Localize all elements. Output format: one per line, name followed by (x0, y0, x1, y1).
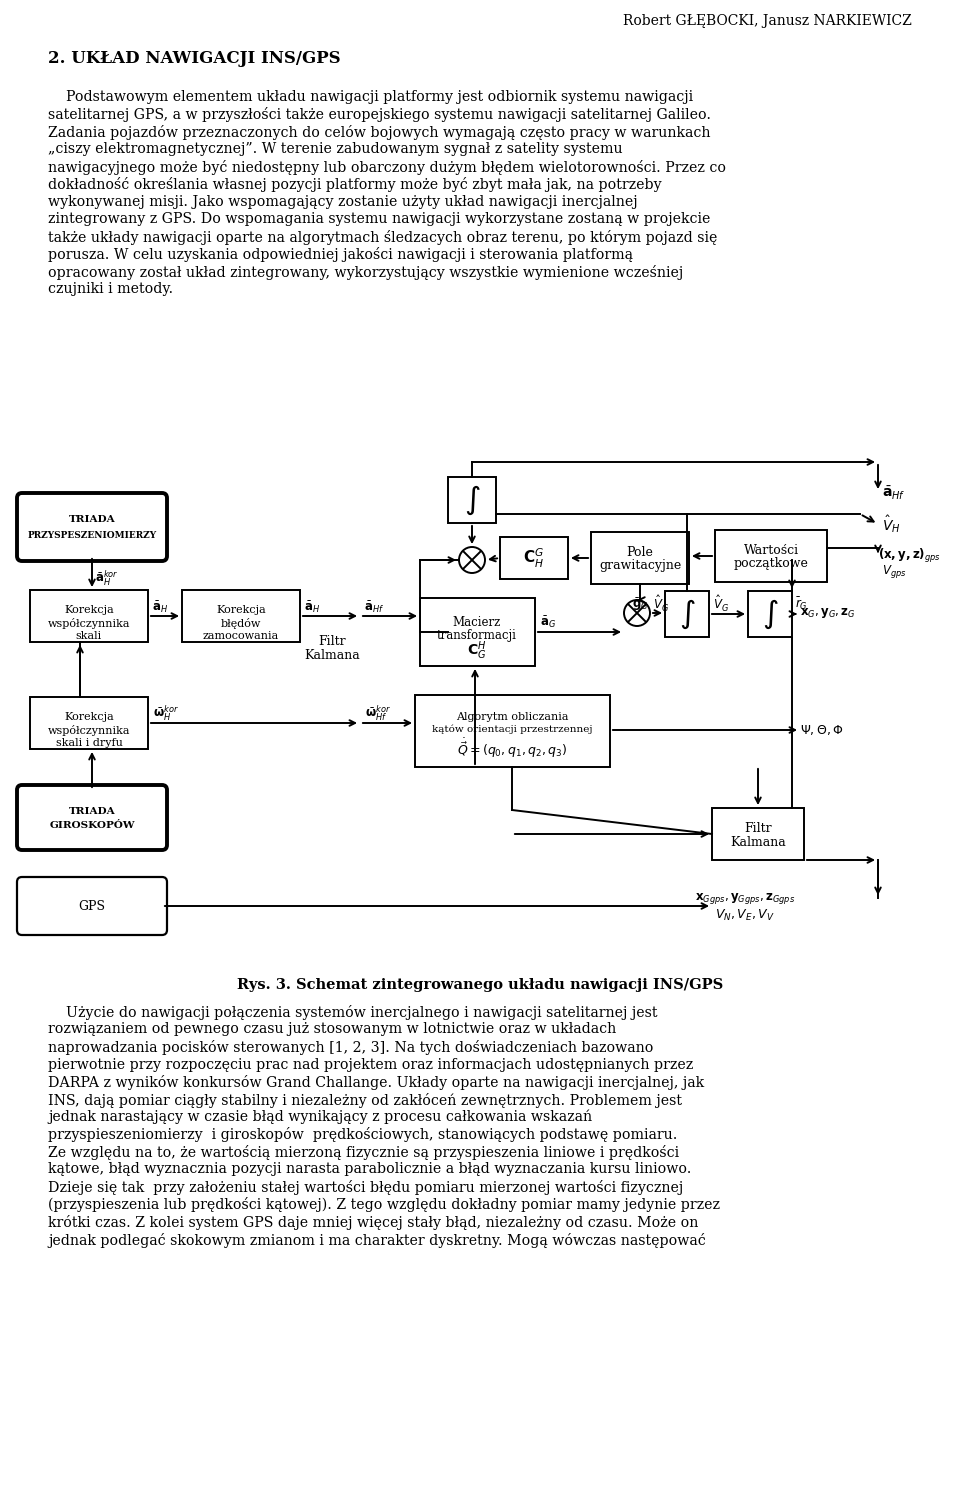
FancyBboxPatch shape (17, 492, 167, 561)
Text: Ze względu na to, że wartością mierzoną fizycznie są przyspieszenia liniowe i pr: Ze względu na to, że wartością mierzoną … (48, 1145, 679, 1160)
Bar (500, 537, 568, 579)
Text: początkowe: początkowe (733, 557, 808, 570)
Text: $\bar{\mathbf{g}}_G$: $\bar{\mathbf{g}}_G$ (632, 597, 648, 614)
Text: $\hat{V}_G$: $\hat{V}_G$ (713, 594, 730, 614)
Text: Kalmana: Kalmana (304, 648, 360, 662)
Text: skali i dryfu: skali i dryfu (56, 738, 123, 747)
Text: $\bar{\mathbf{a}}_H$: $\bar{\mathbf{a}}_H$ (304, 599, 320, 615)
Text: skali: skali (76, 630, 102, 641)
Text: 2. UKŁAD NAWIGACJI INS/GPS: 2. UKŁAD NAWIGACJI INS/GPS (48, 50, 341, 68)
Bar (448, 477, 496, 522)
Text: pierwotnie przy rozpoczęciu prac nad projektem oraz informacjach udostępnianych : pierwotnie przy rozpoczęciu prac nad pro… (48, 1058, 693, 1072)
Text: TRIADA: TRIADA (69, 515, 115, 524)
Bar (712, 808, 804, 860)
Text: porusza. W celu uzyskania odpowiedniej jakości nawigacji i sterowania platformą: porusza. W celu uzyskania odpowiedniej j… (48, 248, 633, 263)
Bar (182, 590, 300, 642)
Text: opracowany został układ zintegrowany, wykorzystujący wszystkie wymienione wcześn: opracowany został układ zintegrowany, wy… (48, 266, 684, 281)
Text: PRZYSPESZENIOMIERZY: PRZYSPESZENIOMIERZY (28, 530, 156, 539)
Text: przyspieszeniomierzy  i giroskopów  prędkościowych, stanowiących podstawę pomiar: przyspieszeniomierzy i giroskopów prędko… (48, 1127, 678, 1142)
Text: Korekcja: Korekcja (216, 605, 266, 615)
Text: krótki czas. Z kolei system GPS daje mniej więcej stały błąd, niezależny od czas: krótki czas. Z kolei system GPS daje mni… (48, 1214, 698, 1229)
Text: Algorytm obliczania: Algorytm obliczania (456, 711, 568, 722)
Text: $\Psi,\Theta,\Phi$: $\Psi,\Theta,\Phi$ (800, 723, 844, 737)
Text: $\bar{\mathbf{\omega}}^{kor}_H$: $\bar{\mathbf{\omega}}^{kor}_H$ (153, 704, 179, 722)
Text: nawigacyjnego może być niedostępny lub obarczony dużym błędem wielotorowności. P: nawigacyjnego może być niedostępny lub o… (48, 161, 726, 176)
Text: DARPA z wyników konkursów Grand Challange. Układy oparte na nawigacji inercjalne: DARPA z wyników konkursów Grand Challang… (48, 1075, 704, 1090)
Text: Filtr: Filtr (318, 635, 346, 648)
Text: zintegrowany z GPS. Do wspomagania systemu nawigacji wykorzystane zostaną w proj: zintegrowany z GPS. Do wspomagania syste… (48, 213, 710, 227)
Text: zamocowania: zamocowania (203, 630, 279, 641)
Text: $\bar{\mathbf{a}}^{kor}_H$: $\bar{\mathbf{a}}^{kor}_H$ (95, 569, 119, 588)
Text: wykonywanej misji. Jako wspomagający zostanie użyty układ nawigacji inercjalnej: wykonywanej misji. Jako wspomagający zos… (48, 195, 637, 209)
Text: INS, dają pomiar ciągły stabilny i niezależny od zakłóceń zewnętrznych. Probleme: INS, dają pomiar ciągły stabilny i nieza… (48, 1093, 682, 1108)
Text: Robert GŁĘBOCKI, Janusz NARKIEWICZ: Robert GŁĘBOCKI, Janusz NARKIEWICZ (623, 14, 912, 29)
Bar (715, 530, 827, 582)
Text: $\dot{\vec{Q}}=(q_0,q_1,q_2,q_3)$: $\dot{\vec{Q}}=(q_0,q_1,q_2,q_3)$ (457, 735, 567, 760)
Text: Rys. 3. Schemat zintegrowanego układu nawigacji INS/GPS: Rys. 3. Schemat zintegrowanego układu na… (237, 979, 723, 992)
Text: TRIADA: TRIADA (69, 806, 115, 815)
Text: grawitacyjne: grawitacyjne (599, 560, 682, 572)
Text: „ciszy elektromagnetycznej”. W terenie zabudowanym sygnał z satelity systemu: „ciszy elektromagnetycznej”. W terenie z… (48, 143, 623, 156)
Text: Zadania pojazdów przeznaczonych do celów bojowych wymagają często pracy w warunk: Zadania pojazdów przeznaczonych do celów… (48, 125, 710, 140)
Text: $\mathbf{x}_G, \mathbf{y}_G, \mathbf{z}_G$: $\mathbf{x}_G, \mathbf{y}_G, \mathbf{z}_… (800, 606, 856, 620)
Bar (591, 531, 689, 584)
FancyBboxPatch shape (17, 877, 167, 935)
Text: GIROSKOPÓW: GIROSKOPÓW (49, 821, 134, 830)
Text: dokładność określania własnej pozycji platformy może być zbyt mała jak, na potrz: dokładność określania własnej pozycji pl… (48, 177, 661, 192)
Text: $V_{gps}$: $V_{gps}$ (882, 563, 906, 581)
Text: $\bar{\mathbf{a}}_{Hf}$: $\bar{\mathbf{a}}_{Hf}$ (364, 599, 384, 615)
FancyBboxPatch shape (17, 785, 167, 850)
Text: $\bar{r}_G$: $\bar{r}_G$ (795, 596, 808, 612)
Text: Dzieje się tak  przy założeniu stałej wartości błędu pomiaru mierzonej wartości : Dzieje się tak przy założeniu stałej war… (48, 1180, 684, 1195)
Text: rozwiązaniem od pewnego czasu już stosowanym w lotnictwie oraz w układach: rozwiązaniem od pewnego czasu już stosow… (48, 1022, 616, 1037)
Text: $\mathbf{(x,y,z)}_{gps}$: $\mathbf{(x,y,z)}_{gps}$ (878, 546, 941, 564)
Text: Kalmana: Kalmana (731, 836, 786, 850)
Text: $\hat{V}_H$: $\hat{V}_H$ (882, 513, 900, 534)
Text: $\mathbf{C}^G_H$: $\mathbf{C}^G_H$ (523, 546, 544, 569)
Text: czujniki i metody.: czujniki i metody. (48, 282, 173, 297)
Text: współczynnika: współczynnika (48, 725, 131, 735)
Text: Pole: Pole (627, 545, 654, 558)
Text: naprowadzania pocisków sterowanych [1, 2, 3]. Na tych doświadczeniach bazowano: naprowadzania pocisków sterowanych [1, 2… (48, 1040, 654, 1055)
Text: Użycie do nawigacji połączenia systemów inercjalnego i nawigacji satelitarnej je: Użycie do nawigacji połączenia systemów … (48, 1006, 658, 1021)
Text: błędów: błędów (221, 618, 261, 629)
Text: transformacji: transformacji (437, 629, 516, 642)
Bar (415, 695, 610, 767)
Text: kątów orientacji przestrzennej: kątów orientacji przestrzennej (432, 725, 592, 734)
Text: $\mathbf{x}_{Ggps},\mathbf{y}_{Ggps},\mathbf{z}_{Ggps}$: $\mathbf{x}_{Ggps},\mathbf{y}_{Ggps},\ma… (695, 890, 795, 905)
Text: $\bar{\mathbf{\omega}}^{kor}_{Hf}$: $\bar{\mathbf{\omega}}^{kor}_{Hf}$ (365, 704, 391, 723)
Bar (30, 696, 148, 749)
Bar (748, 591, 792, 636)
Text: Podstawowym elementem układu nawigacji platformy jest odbiornik systemu nawigacj: Podstawowym elementem układu nawigacji p… (48, 90, 693, 104)
Text: $\bar{\mathbf{a}}_G$: $\bar{\mathbf{a}}_G$ (540, 614, 556, 630)
Text: także układy nawigacji oparte na algorytmach śledzacych obraz terenu, po którym : także układy nawigacji oparte na algoryt… (48, 230, 717, 245)
Bar (420, 597, 535, 666)
Bar (665, 591, 709, 636)
Bar (30, 590, 148, 642)
Text: Wartości: Wartości (743, 543, 799, 557)
Text: $\int$: $\int$ (679, 597, 695, 630)
Text: jednak podlegać skokowym zmianom i ma charakter dyskretny. Mogą wówczas następow: jednak podlegać skokowym zmianom i ma ch… (48, 1232, 706, 1247)
Text: jednak narastający w czasie błąd wynikający z procesu całkowania wskazań: jednak narastający w czasie błąd wynikaj… (48, 1111, 592, 1124)
Text: $\bar{\mathbf{a}}_H$: $\bar{\mathbf{a}}_H$ (152, 599, 168, 615)
Text: $\mathbf{C}^H_G$: $\mathbf{C}^H_G$ (468, 639, 487, 662)
Text: $\int$: $\int$ (761, 597, 779, 630)
Text: $V_N,V_E,V_V$: $V_N,V_E,V_V$ (715, 908, 775, 923)
Text: Korekcja: Korekcja (64, 711, 114, 722)
Text: $\bar{\mathbf{a}}_{Hf}$: $\bar{\mathbf{a}}_{Hf}$ (882, 485, 905, 501)
Text: współczynnika: współczynnika (48, 618, 131, 629)
Text: kątowe, błąd wyznacznia pozycji narasta parabolicznie a błąd wyznaczania kursu l: kątowe, błąd wyznacznia pozycji narasta … (48, 1162, 691, 1177)
Text: $\hat{V}_G$: $\hat{V}_G$ (653, 594, 669, 614)
Text: Filtr: Filtr (744, 821, 772, 835)
Text: satelitarnej GPS, a w przyszłości także europejskiego systemu nawigacji satelita: satelitarnej GPS, a w przyszłości także … (48, 108, 711, 123)
Text: Korekcja: Korekcja (64, 605, 114, 615)
Text: Macierz: Macierz (453, 615, 501, 629)
Text: GPS: GPS (79, 899, 106, 913)
Text: (przyspieszenia lub prędkości kątowej). Z tego względu dokładny pomiar mamy jedy: (przyspieszenia lub prędkości kątowej). … (48, 1198, 720, 1213)
Text: $\int$: $\int$ (464, 483, 480, 516)
